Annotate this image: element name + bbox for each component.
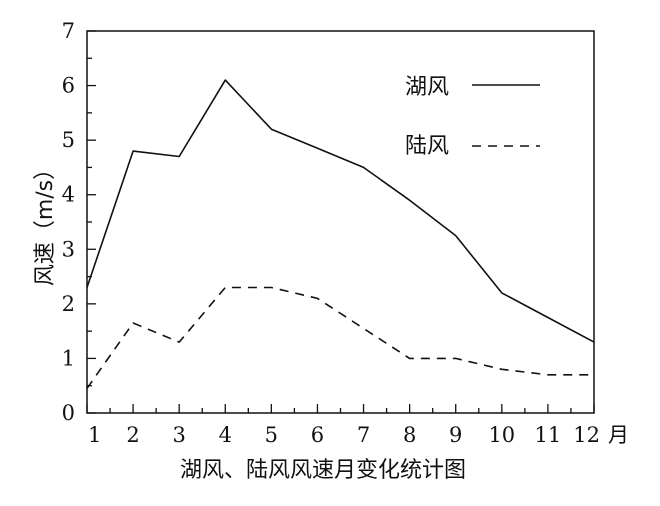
chart-title: 湖风、陆风风速月变化统计图 <box>180 458 466 483</box>
x-tick-label: 2 <box>126 423 139 447</box>
x-tick-label: 6 <box>311 423 324 447</box>
plot-frame <box>86 30 595 414</box>
series-line-land-wind <box>86 286 594 389</box>
x-tick-label: 1 <box>88 423 101 447</box>
y-tick-label: 7 <box>62 19 75 43</box>
x-tick-label: 3 <box>172 423 185 447</box>
y-tick-label: 0 <box>62 401 75 425</box>
x-axis-ticks: 1 2 3 4 5 6 7 8 9 10 11 12 <box>86 404 600 447</box>
y-axis-label: 风速（m/s） <box>33 158 58 286</box>
x-tick-label: 12 <box>573 423 600 447</box>
y-tick-label: 1 <box>62 346 75 370</box>
legend-label-land-wind: 陆风 <box>405 134 449 159</box>
legend-label-lake-wind: 湖风 <box>405 75 449 100</box>
x-tick-label: 10 <box>488 423 515 447</box>
x-tick-label: 7 <box>357 423 370 447</box>
series-group <box>86 79 595 389</box>
legend: 湖风 陆风 <box>405 75 540 159</box>
y-axis-ticks: 0 1 2 3 4 5 6 7 <box>62 19 96 425</box>
x-tick-label: 4 <box>219 423 232 447</box>
x-tick-label: 9 <box>449 423 462 447</box>
x-tick-label: 11 <box>535 423 562 447</box>
y-tick-label: 4 <box>62 183 75 207</box>
y-tick-label: 2 <box>62 292 75 316</box>
y-tick-label: 5 <box>62 128 75 152</box>
y-tick-label: 3 <box>62 237 75 261</box>
series-line-lake-wind <box>86 79 595 343</box>
x-tick-label: 5 <box>265 423 278 447</box>
x-axis-unit-label: 月 <box>608 423 629 447</box>
y-tick-label: 6 <box>62 74 75 98</box>
x-tick-label: 8 <box>403 423 416 447</box>
